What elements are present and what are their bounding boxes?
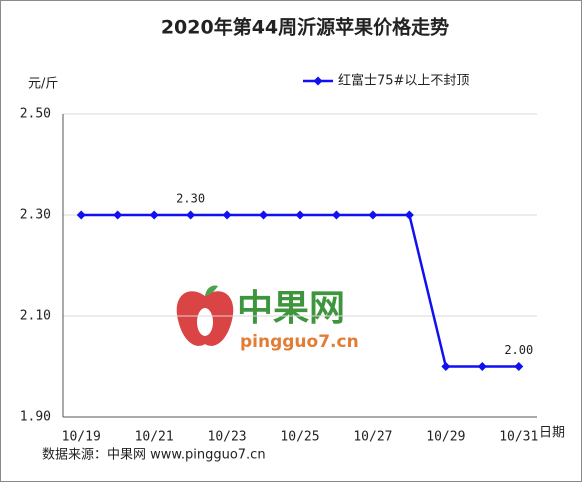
- watermark-site: pingguo7.cn: [240, 332, 359, 352]
- point-marker: [368, 210, 378, 220]
- point-marker: [259, 210, 269, 220]
- source: 数据来源：中果网 www.pingguo7.cn: [42, 448, 266, 463]
- point-marker: [222, 210, 232, 220]
- x-tick-label: 10/23: [208, 430, 247, 445]
- y-tick-label: 1.90: [20, 410, 51, 425]
- x-unit: 日期: [539, 426, 565, 441]
- point-marker: [76, 210, 86, 220]
- chart-title: 2020年第44周沂源苹果价格走势: [161, 16, 449, 39]
- point-marker: [295, 210, 305, 220]
- point-marker: [441, 362, 451, 371]
- y-tick-label: 2.50: [20, 107, 51, 122]
- y-tick-label: 2.10: [20, 309, 51, 324]
- x-tick-label: 10/29: [426, 430, 465, 445]
- legend-label: 红富士75#以上不封顶: [338, 73, 469, 89]
- x-tick-label: 10/27: [353, 430, 392, 445]
- legend-marker: [313, 76, 323, 86]
- y-unit: 元/斤: [28, 77, 58, 92]
- point-marker: [186, 210, 196, 220]
- y-tick-label: 2.30: [20, 208, 51, 223]
- point-marker: [404, 210, 414, 220]
- x-tick-label: 10/25: [280, 430, 319, 445]
- value-label: 2.00: [504, 343, 533, 357]
- x-tick-label: 10/19: [62, 430, 101, 445]
- x-tick-label: 10/31: [499, 430, 538, 445]
- watermark-logo: [176, 285, 234, 346]
- watermark-brand: 中果网: [237, 288, 345, 329]
- point-marker: [331, 210, 341, 220]
- value-label: 2.30: [176, 192, 205, 206]
- point-marker: [113, 210, 123, 220]
- point-marker: [149, 210, 159, 220]
- point-marker: [477, 362, 487, 371]
- point-marker: [514, 362, 524, 371]
- x-tick-label: 10/21: [135, 430, 174, 445]
